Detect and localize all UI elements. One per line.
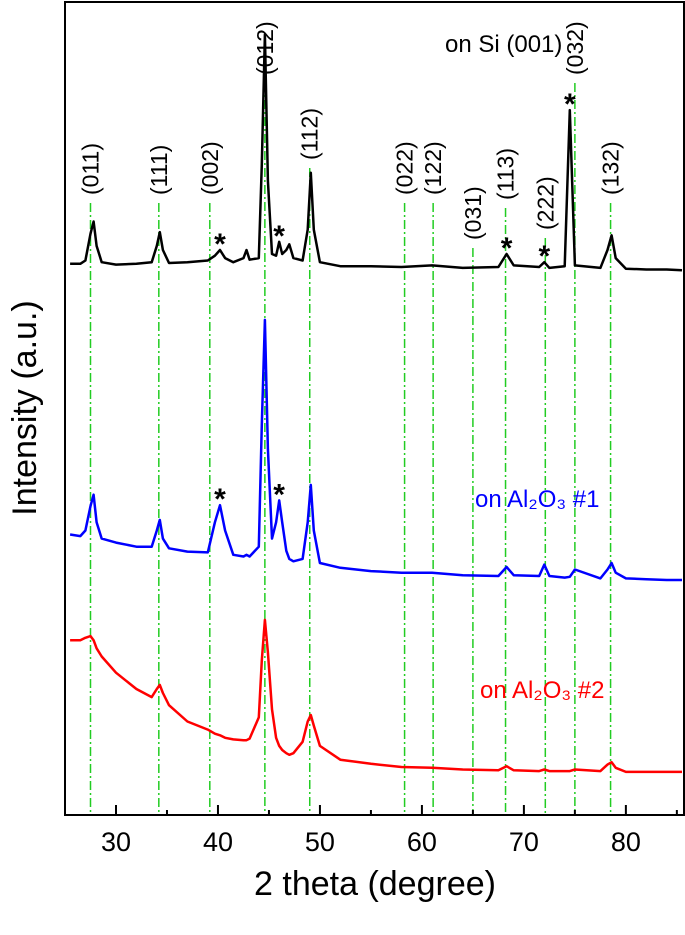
series-label: on Si (001) [445, 31, 562, 58]
reflection-label: (022) [392, 141, 418, 195]
series-line [69, 318, 682, 582]
plot-frame [64, 1, 685, 816]
reflection-label: (031) [460, 186, 486, 240]
reflection-label: (111) [146, 145, 172, 195]
reflection-label: (132) [598, 141, 624, 195]
reflection-label: (113) [493, 148, 519, 200]
peak-marker: * [273, 478, 285, 511]
series-line [70, 33, 683, 272]
x-tick-label: 80 [611, 827, 641, 857]
x-axis-title: 2 theta (degree) [254, 865, 496, 903]
reflection-label: (011) [77, 143, 103, 195]
peak-marker: * [214, 483, 226, 516]
x-tick-label: 30 [101, 827, 131, 857]
peak-marker: * [564, 88, 576, 121]
x-tick-label: 50 [305, 827, 335, 857]
reflection-label: (122) [420, 141, 446, 195]
x-tick-label: 60 [407, 827, 437, 857]
series-label: on Al₂O₃ #2 [480, 677, 605, 704]
series-label: on Al₂O₃ #1 [475, 486, 600, 513]
series-line [70, 618, 682, 774]
peak-marker: * [273, 220, 285, 253]
peak-marker: * [501, 232, 513, 265]
peak-marker: * [538, 240, 550, 273]
x-tick-label: 70 [509, 827, 539, 857]
reflection-label: (032) [562, 21, 588, 75]
x-tick-label: 40 [203, 827, 233, 857]
reflection-label: (222) [532, 176, 558, 230]
peak-marker: * [214, 228, 226, 261]
reflection-label: (112) [297, 108, 323, 160]
y-axis-title: Intensity (a.u.) [6, 300, 44, 515]
reflection-label: (002) [197, 141, 223, 195]
